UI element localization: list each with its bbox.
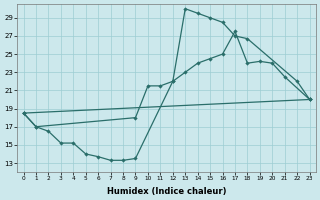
X-axis label: Humidex (Indice chaleur): Humidex (Indice chaleur) — [107, 187, 226, 196]
